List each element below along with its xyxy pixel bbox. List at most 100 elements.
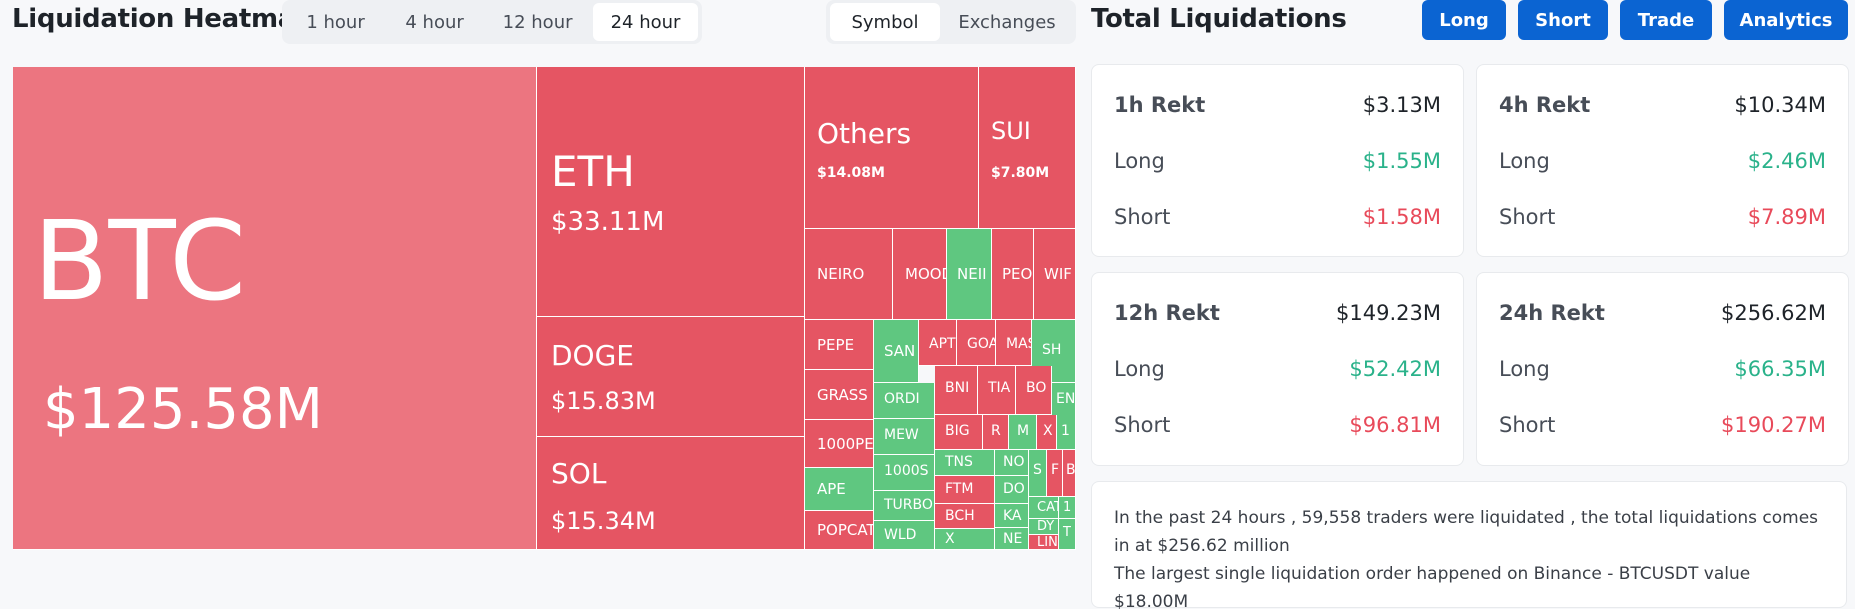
heatmap-tile-r[interactable]: R [983, 415, 1009, 450]
heatmap-tile-others[interactable]: Others $14.08M [805, 67, 979, 229]
heatmap-tile-peo[interactable]: PEO [992, 229, 1034, 320]
short-value: $1.58M [1362, 205, 1441, 229]
tile-symbol: R [991, 423, 1001, 439]
tile-symbol: BO [1026, 380, 1047, 396]
tile-value: $15.83M [551, 387, 656, 415]
card-label: 1h Rekt [1114, 93, 1206, 117]
tile-symbol: DOGE [551, 339, 634, 372]
tile-symbol: DO [1003, 481, 1025, 497]
heatmap-tile-bo[interactable]: BO [1016, 366, 1052, 415]
long-button[interactable]: Long [1422, 0, 1506, 40]
tile-symbol: APT [929, 336, 956, 352]
rekt-card-4h: 4h Rekt $10.34M Long $2.46M Short $7.89M [1476, 64, 1849, 257]
long-value: $52.42M [1349, 357, 1441, 381]
rekt-card-24h: 24h Rekt $256.62M Long $66.35M Short $190.2… [1476, 272, 1849, 466]
card-total: $256.62M [1721, 301, 1826, 325]
heatmap-tile-lin[interactable]: LIN [1029, 535, 1059, 550]
heatmap-tile-ka[interactable]: KA [995, 504, 1029, 528]
heatmap-tile-bch[interactable]: BCH [935, 504, 995, 529]
heatmap-tile-en[interactable]: EN [1052, 383, 1076, 419]
heatmap-tile-m[interactable]: M [1009, 415, 1037, 450]
short-button[interactable]: Short [1518, 0, 1608, 40]
heatmap-tile-apt[interactable]: APT [919, 320, 957, 366]
heatmap-tile-ne[interactable]: NE [995, 528, 1029, 550]
tab-1-hour[interactable]: 1 hour [306, 11, 365, 33]
summary-line-1: In the past 24 hours , 59,558 traders we… [1114, 508, 1819, 556]
heatmap-tile-do[interactable]: DO [995, 476, 1029, 504]
heatmap-tile-1[interactable]: 1 [1057, 415, 1076, 450]
heatmap-tile-dy[interactable]: DY [1029, 519, 1059, 535]
heatmap-tile-t[interactable]: T [1059, 519, 1076, 550]
tile-value: $33.11M [551, 207, 665, 237]
liquidation-heatmap: BTC $125.58M ETH $33.11M DOGE $15.83M SOL $15.3… [13, 67, 1076, 550]
tile-symbol: GRASS [817, 386, 868, 404]
heatmap-tile-s[interactable]: S [1029, 450, 1047, 497]
heatmap-tile-big[interactable]: BIG [935, 415, 983, 450]
heatmap-tile-popcat[interactable]: POPCAT [805, 511, 874, 550]
tile-symbol: M [1017, 423, 1030, 439]
heatmap-tile-x[interactable]: X [935, 529, 995, 550]
heatmap-tile-grass[interactable]: GRASS [805, 370, 874, 420]
tab-exchanges[interactable]: Exchanges [958, 11, 1056, 33]
tile-symbol: T [1063, 525, 1071, 540]
heatmap-tile-sui[interactable]: SUI $7.80M [979, 67, 1076, 229]
heatmap-tile-1000pe[interactable]: 1000PE [805, 420, 874, 468]
tile-symbol: 1000S [884, 463, 929, 479]
trade-button[interactable]: Trade [1620, 0, 1712, 40]
heatmap-tile-f[interactable]: F [1047, 450, 1063, 497]
heatmap-tile-san[interactable]: SAN [874, 320, 919, 383]
long-label: Long [1114, 357, 1165, 381]
tile-symbol: SOL [551, 457, 607, 490]
tile-value: $15.34M [551, 507, 656, 535]
analytics-button[interactable]: Analytics [1724, 0, 1848, 40]
view-tabs: Symbol Exchanges [826, 0, 1076, 44]
heatmap-tile-cat[interactable]: CAT [1029, 497, 1059, 519]
tile-symbol: PEO [1002, 265, 1033, 283]
heatmap-tile-1000s[interactable]: 1000S [874, 455, 935, 491]
heatmap-tile-1[interactable]: 1 [1059, 497, 1076, 519]
heatmap-tile-mew[interactable]: MEW [874, 419, 935, 455]
heatmap-tile-no[interactable]: NO [995, 450, 1029, 476]
heatmap-tile-wif[interactable]: WIF [1034, 229, 1076, 320]
heatmap-tile-ape[interactable]: APE [805, 468, 874, 511]
tile-symbol: KA [1003, 508, 1022, 524]
tab-12-hour[interactable]: 12 hour [502, 11, 573, 33]
heatmap-tile-btc[interactable]: BTC $125.58M [13, 67, 537, 550]
card-total: $149.23M [1336, 301, 1441, 325]
heatmap-tile-doge[interactable]: DOGE $15.83M [537, 317, 805, 437]
tab-24-hour[interactable]: 24 hour [593, 3, 699, 41]
heatmap-tile-tia[interactable]: TIA [978, 366, 1016, 415]
heatmap-tile-mood[interactable]: MOOD [893, 229, 947, 320]
long-value: $2.46M [1747, 149, 1826, 173]
tile-symbol: NEII [957, 265, 987, 283]
tile-symbol: B [1066, 462, 1076, 478]
short-label: Short [1114, 413, 1171, 437]
heatmap-tile-eth[interactable]: ETH $33.11M [537, 67, 805, 317]
tab-4-hour[interactable]: 4 hour [405, 11, 464, 33]
heatmap-tile-wld[interactable]: WLD [874, 521, 935, 550]
heatmap-tile-neiro[interactable]: NEIRO [805, 229, 893, 320]
heatmap-tile-tns[interactable]: TNS [935, 450, 995, 476]
heatmap-tile-sol[interactable]: SOL $15.34M [537, 437, 805, 550]
tile-symbol: BIG [945, 423, 970, 439]
heatmap-tile-goa[interactable]: GOA [957, 320, 996, 366]
tile-symbol: NO [1003, 454, 1025, 470]
tile-symbol: MEW [884, 427, 919, 443]
tile-symbol: APE [817, 480, 846, 498]
heatmap-tile-ftm[interactable]: FTM [935, 476, 995, 504]
heatmap-tile-mas[interactable]: MAS [996, 320, 1032, 366]
heatmap-tile-ordi[interactable]: ORDI [874, 383, 935, 419]
tile-symbol: F [1051, 462, 1060, 478]
heatmap-tile-pepe[interactable]: PEPE [805, 320, 874, 370]
heatmap-tile-turbo[interactable]: TURBO [874, 491, 935, 521]
card-total: $10.34M [1734, 93, 1826, 117]
time-range-tabs: 1 hour 4 hour 12 hour 24 hour [282, 0, 702, 44]
heatmap-tile-x[interactable]: X [1037, 415, 1057, 450]
tile-value: $14.08M [817, 165, 885, 181]
heatmap-tile-neii[interactable]: NEII [947, 229, 992, 320]
heatmap-tile-b[interactable]: B [1063, 450, 1076, 497]
tile-symbol: BNI [945, 380, 970, 396]
tile-symbol: X [1043, 423, 1053, 439]
heatmap-tile-bni[interactable]: BNI [935, 366, 978, 415]
tab-symbol[interactable]: Symbol [830, 3, 940, 41]
